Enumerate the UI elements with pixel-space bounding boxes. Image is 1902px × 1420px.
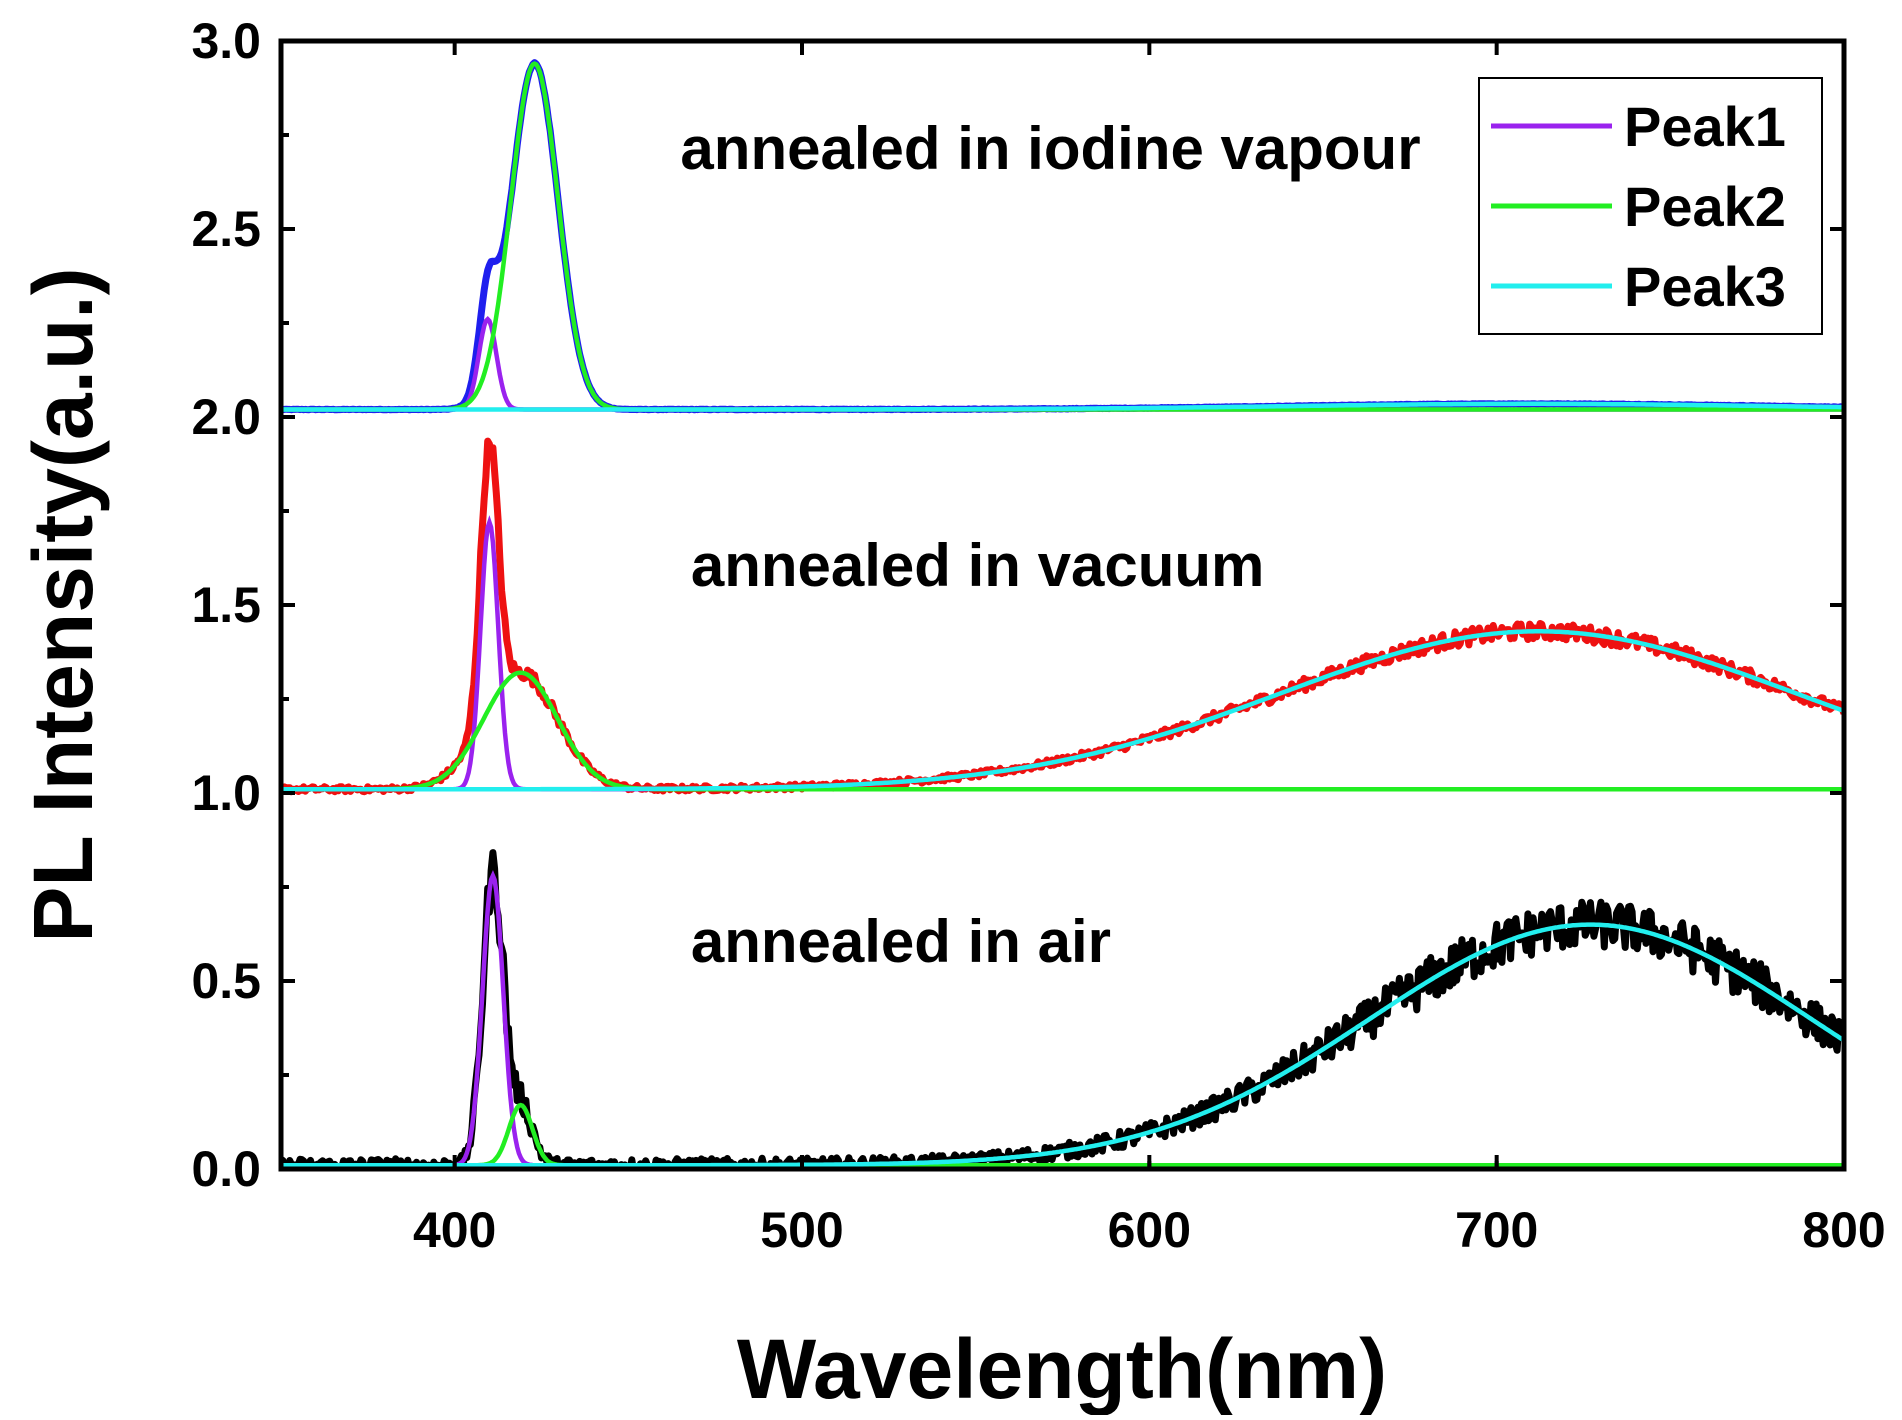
y-tick-label: 1.0 <box>191 765 261 821</box>
x-tick-label: 800 <box>1802 1202 1885 1258</box>
sample-annotation: annealed in air <box>691 908 1111 975</box>
annotations-layer: annealed in iodine vapour annealed in vac… <box>680 115 1420 975</box>
curves-layer <box>281 59 1844 1169</box>
x-axis-title: Wavelength(nm) <box>737 1322 1387 1415</box>
y-tick-label: 2.5 <box>191 201 261 257</box>
legend-label-peak3: Peak3 <box>1624 255 1786 318</box>
measured-curve-vacuum <box>281 437 1844 796</box>
y-axis-title: PL Intensity(a.u.) <box>16 267 110 942</box>
x-tick-label: 500 <box>760 1202 843 1258</box>
sample-group-iodine <box>281 59 1844 414</box>
fit-curve-peak3-vacuum <box>281 629 1844 792</box>
fit-curve-peak2-vacuum <box>281 670 1844 792</box>
y-tick-label: 0.0 <box>191 1141 261 1197</box>
y-tick-label: 0.5 <box>191 953 261 1009</box>
ticks-layer: 400 500 600 700 800 0.0 0.5 1.0 1.5 2.0 2.5 3.0 <box>191 13 1885 1258</box>
x-tick-label: 600 <box>1108 1202 1191 1258</box>
fit-curve-peak3-air <box>281 922 1844 1168</box>
y-tick-label: 1.5 <box>191 577 261 633</box>
y-tick-label: 3.0 <box>191 13 261 69</box>
sample-annotation: annealed in iodine vapour <box>680 115 1420 182</box>
x-tick-label: 400 <box>413 1202 496 1258</box>
sample-group-vacuum <box>281 437 1844 796</box>
measured-curve-air <box>281 849 1844 1169</box>
legend-label-peak2: Peak2 <box>1624 175 1786 238</box>
x-tick-label: 700 <box>1455 1202 1538 1258</box>
fit-curve-peak2-air <box>281 1102 1844 1168</box>
y-tick-label: 2.0 <box>191 389 261 445</box>
legend: Peak1 Peak2 Peak3 <box>1478 77 1823 335</box>
sample-annotation: annealed in vacuum <box>691 532 1265 599</box>
sample-group-air <box>281 849 1844 1169</box>
legend-label-peak1: Peak1 <box>1624 95 1786 158</box>
fit-curve-peak3-iodine <box>281 401 1844 412</box>
